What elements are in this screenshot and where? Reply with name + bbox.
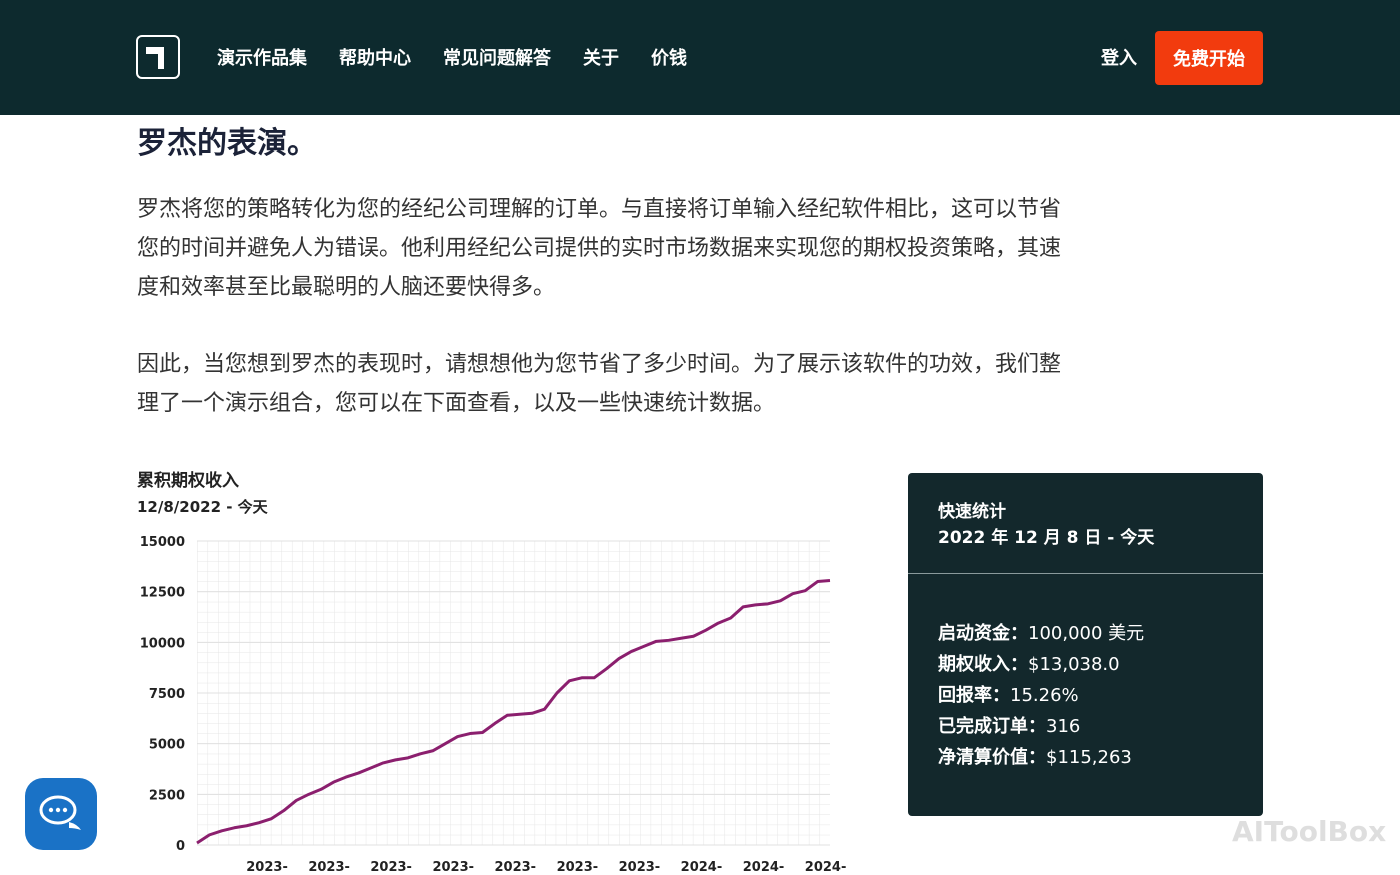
y-tick-label: 5000 xyxy=(149,738,185,753)
stats-title: 快速统计 xyxy=(938,502,1006,522)
stat-value: 100,000 美元 xyxy=(1028,623,1145,644)
chart-title: 累积期权收入 xyxy=(137,470,239,491)
x-tick-label: 2023- xyxy=(619,860,661,875)
paragraph: 因此，当您想到罗杰的表现时，请想想他为您节省了多少时间。为了展示该软件的功效，我… xyxy=(137,352,1062,416)
chat-icon xyxy=(39,795,81,830)
x-tick-label: 2023- xyxy=(246,860,288,875)
stat-label: 净清算价值： xyxy=(938,747,1046,768)
nav-link[interactable]: 常见问题解答 xyxy=(443,48,551,69)
stat-item: 净清算价值：$115,263 xyxy=(938,742,1144,773)
chart-subtitle: 12/8/2022 - 今天 xyxy=(137,498,269,516)
stats-header: 快速统计 2022 年 12 月 8 日 - 今天 xyxy=(938,499,1154,551)
y-tick-label: 12500 xyxy=(140,586,185,601)
x-tick-label: 2024- xyxy=(681,860,723,875)
stat-label: 期权收入： xyxy=(938,654,1028,675)
y-tick-label: 15000 xyxy=(140,535,185,550)
x-tick-label: 2023- xyxy=(370,860,412,875)
nav-link[interactable]: 演示作品集 xyxy=(217,48,307,69)
watermark: AIToolBox xyxy=(1232,815,1387,848)
stat-label: 已完成订单： xyxy=(938,716,1046,737)
stat-item: 启动资金：100,000 美元 xyxy=(938,618,1144,649)
x-tick-label: 2024- xyxy=(743,860,785,875)
stat-value: 15.26% xyxy=(1010,685,1079,706)
nav-link[interactable]: 关于 xyxy=(583,48,619,69)
stat-label: 回报率： xyxy=(938,685,1010,706)
x-tick-label: 2023- xyxy=(557,860,599,875)
chart: 累积期权收入 12/8/2022 - 今天 0 2500 5000 7500 10000… xyxy=(137,470,847,875)
x-tick-label: 2023- xyxy=(495,860,537,875)
y-tick-label: 0 xyxy=(176,839,185,854)
line xyxy=(196,579,831,845)
y-tick-label: 7500 xyxy=(149,687,185,702)
x-tick-label: 2023- xyxy=(432,860,474,875)
y-tick-label: 10000 xyxy=(140,636,185,651)
divider xyxy=(908,573,1263,574)
navbar: 演示作品集 帮助中心 常见问题解答 关于 价钱 登入 免费开始 xyxy=(0,0,1400,115)
stat-value: 316 xyxy=(1046,716,1081,737)
stats-card: 快速统计 2022 年 12 月 8 日 - 今天 启动资金：100,000 美… xyxy=(908,473,1263,816)
nav-menu: 演示作品集 帮助中心 常见问题解答 关于 价钱 xyxy=(217,44,687,70)
stat-item: 回报率：15.26% xyxy=(938,680,1144,711)
y-tick-label: 2500 xyxy=(149,788,185,803)
stat-item: 已完成订单：316 xyxy=(938,711,1144,742)
logo-icon xyxy=(146,47,164,69)
chat-button[interactable] xyxy=(25,778,97,850)
stats-list: 启动资金：100,000 美元 期权收入：$13,038.0 回报率：15.26% 已… xyxy=(938,618,1144,773)
nav-link[interactable]: 价钱 xyxy=(651,48,687,69)
x-tick-label: 2024- xyxy=(805,860,847,875)
login-link[interactable]: 登入 xyxy=(1101,48,1137,69)
logo[interactable] xyxy=(136,35,180,79)
paragraph: 罗杰将您的策略转化为您的经纪公司理解的订单。与直接将订单输入经纪软件相比，这可以… xyxy=(137,197,1062,300)
x-tick-label: 2023- xyxy=(308,860,350,875)
stat-item: 期权收入：$13,038.0 xyxy=(938,649,1144,680)
heading: 罗杰的表演。 xyxy=(137,126,317,161)
stat-value: $115,263 xyxy=(1046,747,1132,768)
stats-range: 2022 年 12 月 8 日 - 今天 xyxy=(938,528,1155,548)
cta-button[interactable]: 免费开始 xyxy=(1155,31,1263,85)
stat-value: $13,038.0 xyxy=(1028,654,1120,675)
stat-label: 启动资金： xyxy=(938,623,1028,644)
nav-link[interactable]: 帮助中心 xyxy=(339,48,411,69)
